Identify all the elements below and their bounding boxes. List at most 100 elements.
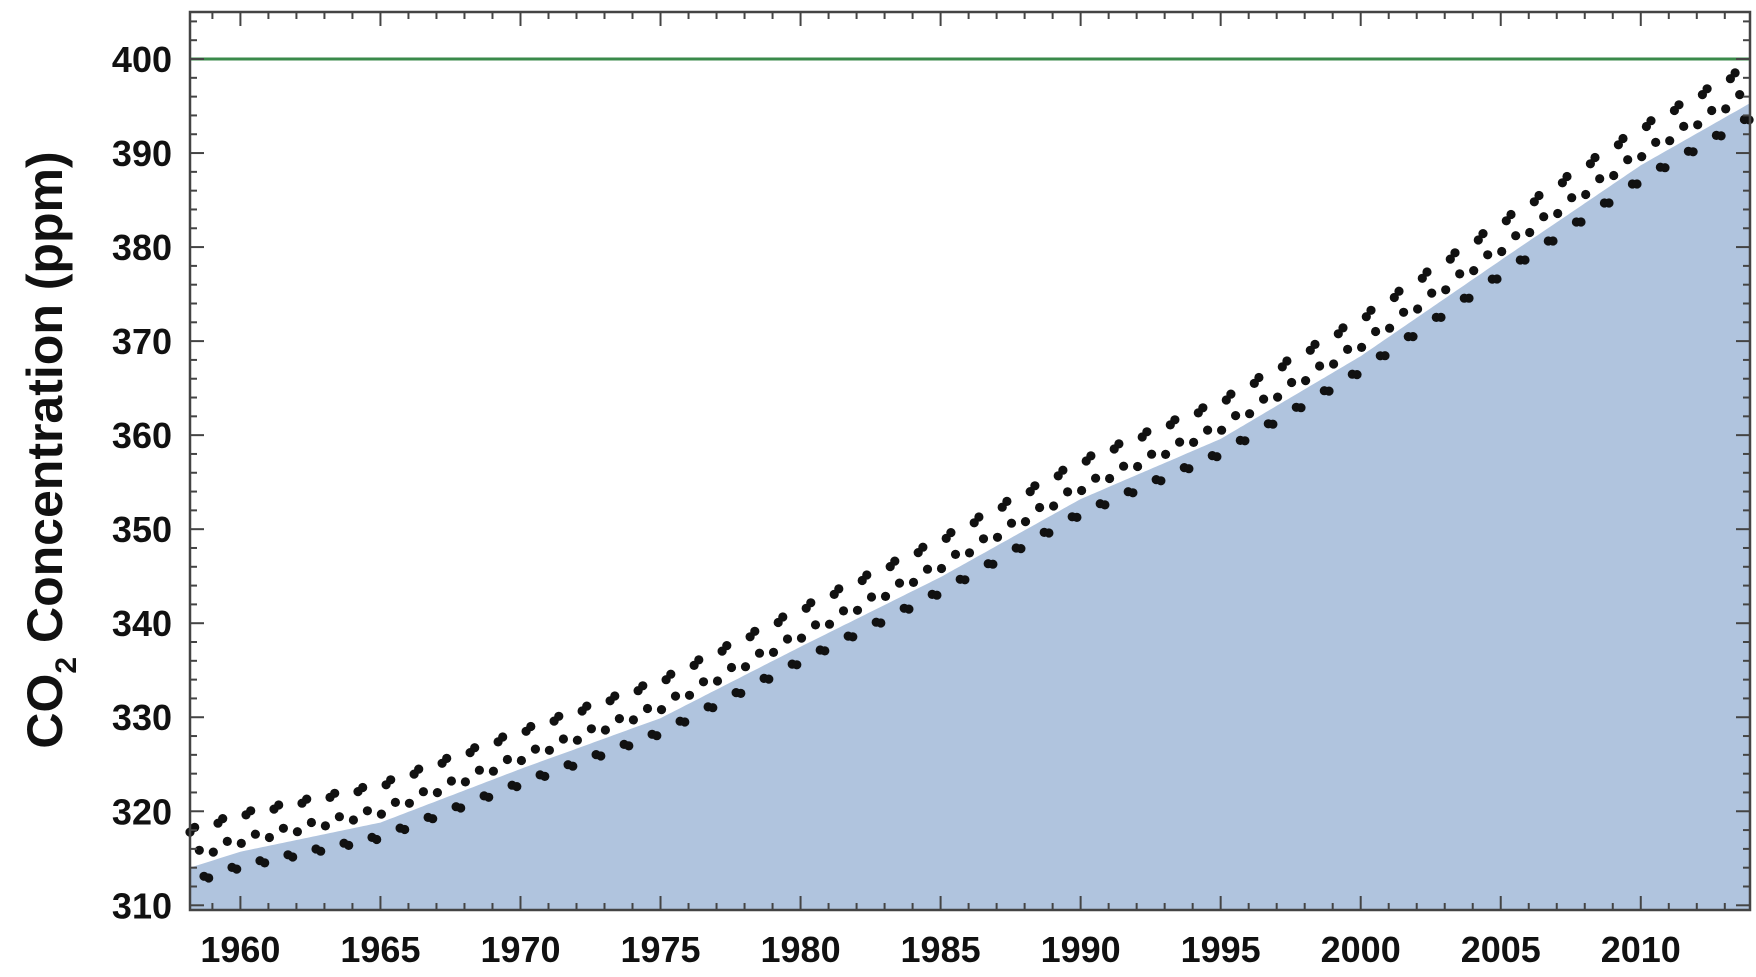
- data-point: [1548, 236, 1557, 245]
- data-point: [554, 712, 563, 721]
- data-point: [1660, 163, 1669, 172]
- data-point: [839, 606, 848, 615]
- y-axis-label-rest: Concentration (ppm): [17, 151, 73, 657]
- data-point: [293, 827, 302, 836]
- x-tick-label: 1965: [340, 929, 420, 970]
- data-point: [1077, 486, 1086, 495]
- data-point: [1268, 420, 1277, 429]
- data-point: [1525, 228, 1534, 237]
- data-point: [596, 751, 605, 760]
- x-tick-label: 1970: [480, 929, 560, 970]
- data-point: [1595, 174, 1604, 183]
- data-point: [1254, 373, 1263, 382]
- data-point: [1590, 153, 1599, 162]
- y-tick-label: 390: [112, 133, 172, 174]
- data-point: [1329, 359, 1338, 368]
- data-point: [993, 533, 1002, 542]
- y-tick-label: 310: [112, 885, 172, 926]
- data-point: [1483, 250, 1492, 259]
- data-point: [1170, 415, 1179, 424]
- data-point: [358, 783, 367, 792]
- data-point: [1105, 474, 1114, 483]
- data-point: [1315, 361, 1324, 370]
- data-point: [1441, 285, 1450, 294]
- data-point: [195, 846, 204, 855]
- data-point: [629, 715, 638, 724]
- data-point: [526, 722, 535, 731]
- data-point: [414, 765, 423, 774]
- data-point: [1717, 131, 1726, 140]
- data-point: [1338, 323, 1347, 332]
- data-point: [1021, 517, 1030, 526]
- data-point: [783, 634, 792, 643]
- data-point: [1366, 306, 1375, 315]
- data-point: [1455, 269, 1464, 278]
- data-point: [1674, 100, 1683, 109]
- data-point: [1128, 488, 1137, 497]
- data-point: [1520, 255, 1529, 264]
- data-point: [1534, 191, 1543, 200]
- data-point: [1651, 138, 1660, 147]
- y-tick-label: 320: [112, 791, 172, 832]
- data-point: [391, 798, 400, 807]
- data-point: [1245, 409, 1254, 418]
- data-point: [806, 598, 815, 607]
- data-point: [890, 557, 899, 566]
- data-point: [302, 795, 311, 804]
- data-point: [1259, 395, 1268, 404]
- data-point: [1497, 247, 1506, 256]
- data-point: [685, 691, 694, 700]
- data-point: [1072, 513, 1081, 522]
- data-point: [503, 755, 512, 764]
- data-point: [1450, 248, 1459, 257]
- data-point: [1203, 426, 1212, 435]
- data-point: [1058, 466, 1067, 475]
- data-point: [937, 564, 946, 573]
- data-point: [251, 830, 260, 839]
- data-point: [1609, 171, 1618, 180]
- data-point: [1581, 190, 1590, 199]
- data-point: [568, 762, 577, 771]
- data-point: [666, 670, 675, 679]
- data-point: [624, 741, 633, 750]
- data-point: [279, 824, 288, 833]
- data-point: [1161, 450, 1170, 459]
- data-point: [475, 766, 484, 775]
- data-point: [862, 570, 871, 579]
- data-point: [400, 825, 409, 834]
- x-tick-label: 2005: [1461, 929, 1541, 970]
- data-point: [1147, 450, 1156, 459]
- data-point: [657, 705, 666, 714]
- data-point: [610, 691, 619, 700]
- data-point: [349, 815, 358, 824]
- data-point: [1399, 308, 1408, 317]
- data-point: [1100, 500, 1109, 509]
- data-point: [1618, 134, 1627, 143]
- data-point: [951, 550, 960, 559]
- data-point: [1226, 390, 1235, 399]
- data-point: [792, 660, 801, 669]
- data-point: [1324, 387, 1333, 396]
- data-point: [1665, 136, 1674, 145]
- data-point: [867, 592, 876, 601]
- data-point: [946, 528, 955, 537]
- data-point: [1063, 487, 1072, 496]
- data-point: [1427, 289, 1436, 298]
- data-point: [1478, 229, 1487, 238]
- data-point: [1576, 217, 1585, 226]
- y-tick-label: 360: [112, 415, 172, 456]
- data-point: [573, 736, 582, 745]
- data-point: [489, 767, 498, 776]
- data-point: [386, 775, 395, 784]
- data-point: [1007, 519, 1016, 528]
- data-point: [764, 675, 773, 684]
- y-tick-label: 330: [112, 697, 172, 738]
- data-point: [1002, 497, 1011, 506]
- data-point: [1273, 393, 1282, 402]
- data-point: [974, 512, 983, 521]
- data-point: [932, 591, 941, 600]
- data-point: [1217, 426, 1226, 435]
- data-point: [1464, 294, 1473, 303]
- data-point: [1086, 451, 1095, 460]
- data-point: [713, 676, 722, 685]
